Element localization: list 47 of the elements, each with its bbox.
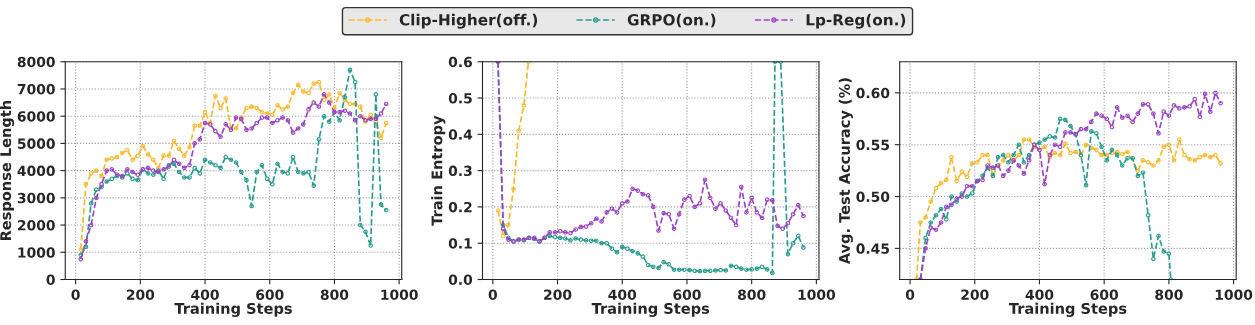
y-tick-label: 0.4 bbox=[448, 129, 473, 140]
y-tick-label: 0.50 bbox=[856, 191, 890, 203]
legend-label: Lp-Reg(on.) bbox=[806, 13, 906, 29]
y-tick-label: 0 bbox=[46, 274, 55, 285]
x-tick-label: 1000 bbox=[381, 289, 418, 300]
y-tick-label: 4000 bbox=[17, 165, 55, 177]
y-tick-label: 1000 bbox=[18, 247, 55, 258]
x-tick-label: 200 bbox=[126, 289, 155, 300]
y-tick-label: 0.6 bbox=[448, 56, 473, 68]
y-tick-label: 6000 bbox=[17, 111, 55, 122]
y-tick-label: 5000 bbox=[17, 138, 55, 149]
y-tick-label: 3000 bbox=[17, 192, 55, 204]
x-tick-label: 600 bbox=[256, 289, 284, 300]
x-tick-label: 600 bbox=[1090, 289, 1119, 300]
y-tick-label: 2000 bbox=[17, 220, 55, 231]
x-axis-title: Training Steps bbox=[174, 302, 292, 317]
x-tick-label: 400 bbox=[608, 289, 637, 300]
y-tick-label: 0.0 bbox=[448, 274, 473, 285]
x-tick-label: 200 bbox=[961, 289, 989, 300]
y-tick-label: 0.60 bbox=[856, 87, 890, 99]
y-tick-label: 0.55 bbox=[856, 139, 890, 151]
y-tick-label: 8000 bbox=[17, 56, 55, 68]
x-tick-label: 1000 bbox=[1215, 289, 1253, 300]
y-axis-title: Response Length bbox=[0, 100, 15, 241]
x-axis-title: Training Steps bbox=[1008, 302, 1127, 317]
x-tick-label: 0 bbox=[71, 289, 80, 300]
y-tick-label: 0.45 bbox=[856, 243, 890, 254]
x-tick-label: 800 bbox=[738, 289, 766, 300]
x-tick-label: 400 bbox=[1025, 289, 1054, 300]
y-tick-label: 0.2 bbox=[448, 201, 472, 213]
legend-label: Clip-Higher(off.) bbox=[399, 13, 538, 29]
y-tick-label: 0.1 bbox=[448, 238, 472, 249]
x-tick-label: 0 bbox=[488, 289, 497, 300]
x-tick-label: 800 bbox=[1155, 289, 1183, 300]
y-tick-label: 0.5 bbox=[448, 93, 472, 104]
x-tick-label: 600 bbox=[673, 289, 701, 300]
y-axis-title: Train Entropy bbox=[431, 115, 446, 226]
x-tick-label: 400 bbox=[191, 289, 219, 300]
x-axis-title: Training Steps bbox=[591, 302, 710, 317]
x-tick-label: 1000 bbox=[798, 289, 836, 300]
x-tick-label: 800 bbox=[320, 289, 349, 300]
x-tick-label: 200 bbox=[544, 289, 572, 300]
y-axis-title: Avg. Test Accuracy (%) bbox=[838, 78, 853, 265]
x-tick-label: 0 bbox=[905, 289, 915, 300]
y-tick-label: 7000 bbox=[17, 83, 55, 95]
y-tick-label: 0.3 bbox=[448, 165, 472, 177]
legend-label: GRPO(on.) bbox=[627, 13, 716, 28]
